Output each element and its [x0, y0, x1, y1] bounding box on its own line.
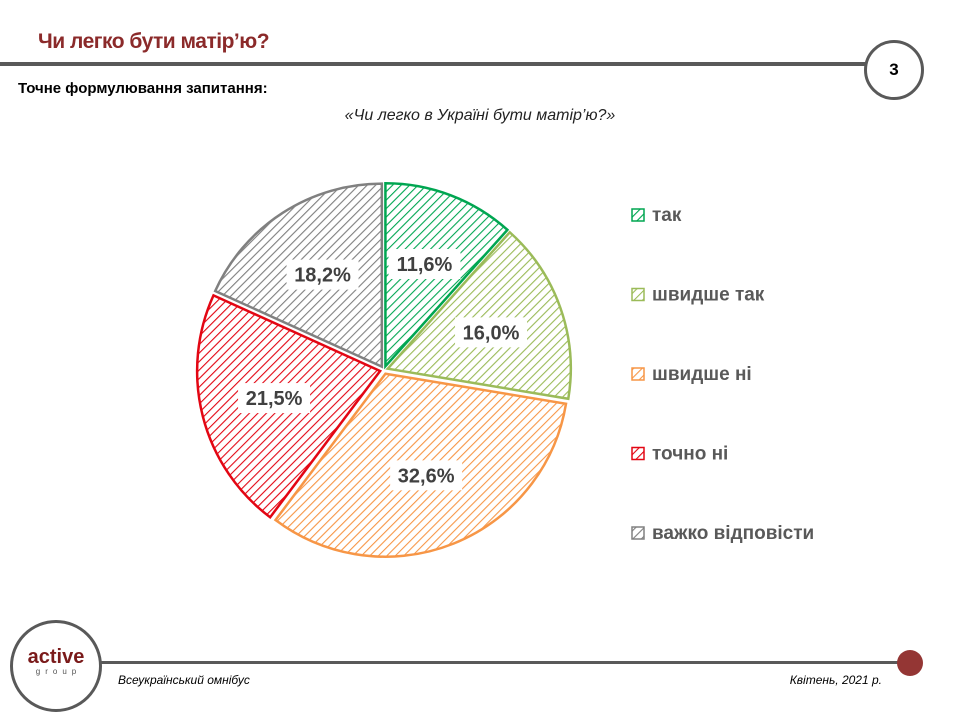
- question-heading: Точне формулювання запитання:: [18, 80, 268, 97]
- question-text: «Чи легко в Україні бути матір’ю?»: [344, 107, 616, 124]
- legend-label: швидше ні: [652, 364, 752, 385]
- legend-label: точно ні: [652, 444, 728, 465]
- pie-slice: [385, 230, 573, 401]
- logo-text: active: [27, 646, 85, 668]
- legend-item: точно ні: [631, 444, 728, 465]
- survey-name: Всеукраїнський омнібус: [118, 673, 250, 687]
- page-number: 3: [864, 40, 924, 100]
- data-label-text: 21,5%: [246, 388, 303, 410]
- legend-item: так: [631, 205, 682, 226]
- legend-item: важко відповісти: [631, 523, 814, 544]
- data-label-text: 18,2%: [294, 265, 351, 287]
- legend-item: швидше ні: [631, 364, 752, 385]
- data-label: 21,5%: [238, 383, 311, 414]
- legend-swatch: [631, 446, 645, 461]
- footer-divider: [100, 661, 900, 664]
- slide-title: Чи легко бути матір’ю?: [38, 30, 270, 53]
- data-label: 16,0%: [455, 317, 528, 348]
- legend-swatch: [631, 526, 645, 540]
- legend-label: так: [652, 205, 682, 226]
- legend-label: швидше так: [652, 285, 765, 306]
- legend-label: важко відповісти: [652, 523, 814, 544]
- legend-swatch: [631, 287, 645, 302]
- logo-subtext: group: [35, 667, 82, 676]
- legend-swatch: [631, 367, 645, 381]
- survey-date: Квітень, 2021 р.: [789, 673, 882, 687]
- data-label: 18,2%: [286, 259, 359, 290]
- data-label: 32,6%: [390, 460, 463, 491]
- data-label-text: 16,0%: [463, 322, 520, 344]
- logo: active group: [10, 620, 102, 712]
- legend-swatch: [631, 208, 645, 222]
- data-label-text: 32,6%: [398, 465, 455, 487]
- footer-dot: [897, 650, 923, 676]
- header-divider: [0, 62, 868, 66]
- data-label: 11,6%: [388, 249, 461, 280]
- data-label-text: 11,6%: [397, 254, 453, 276]
- legend-item: швидше так: [631, 285, 765, 306]
